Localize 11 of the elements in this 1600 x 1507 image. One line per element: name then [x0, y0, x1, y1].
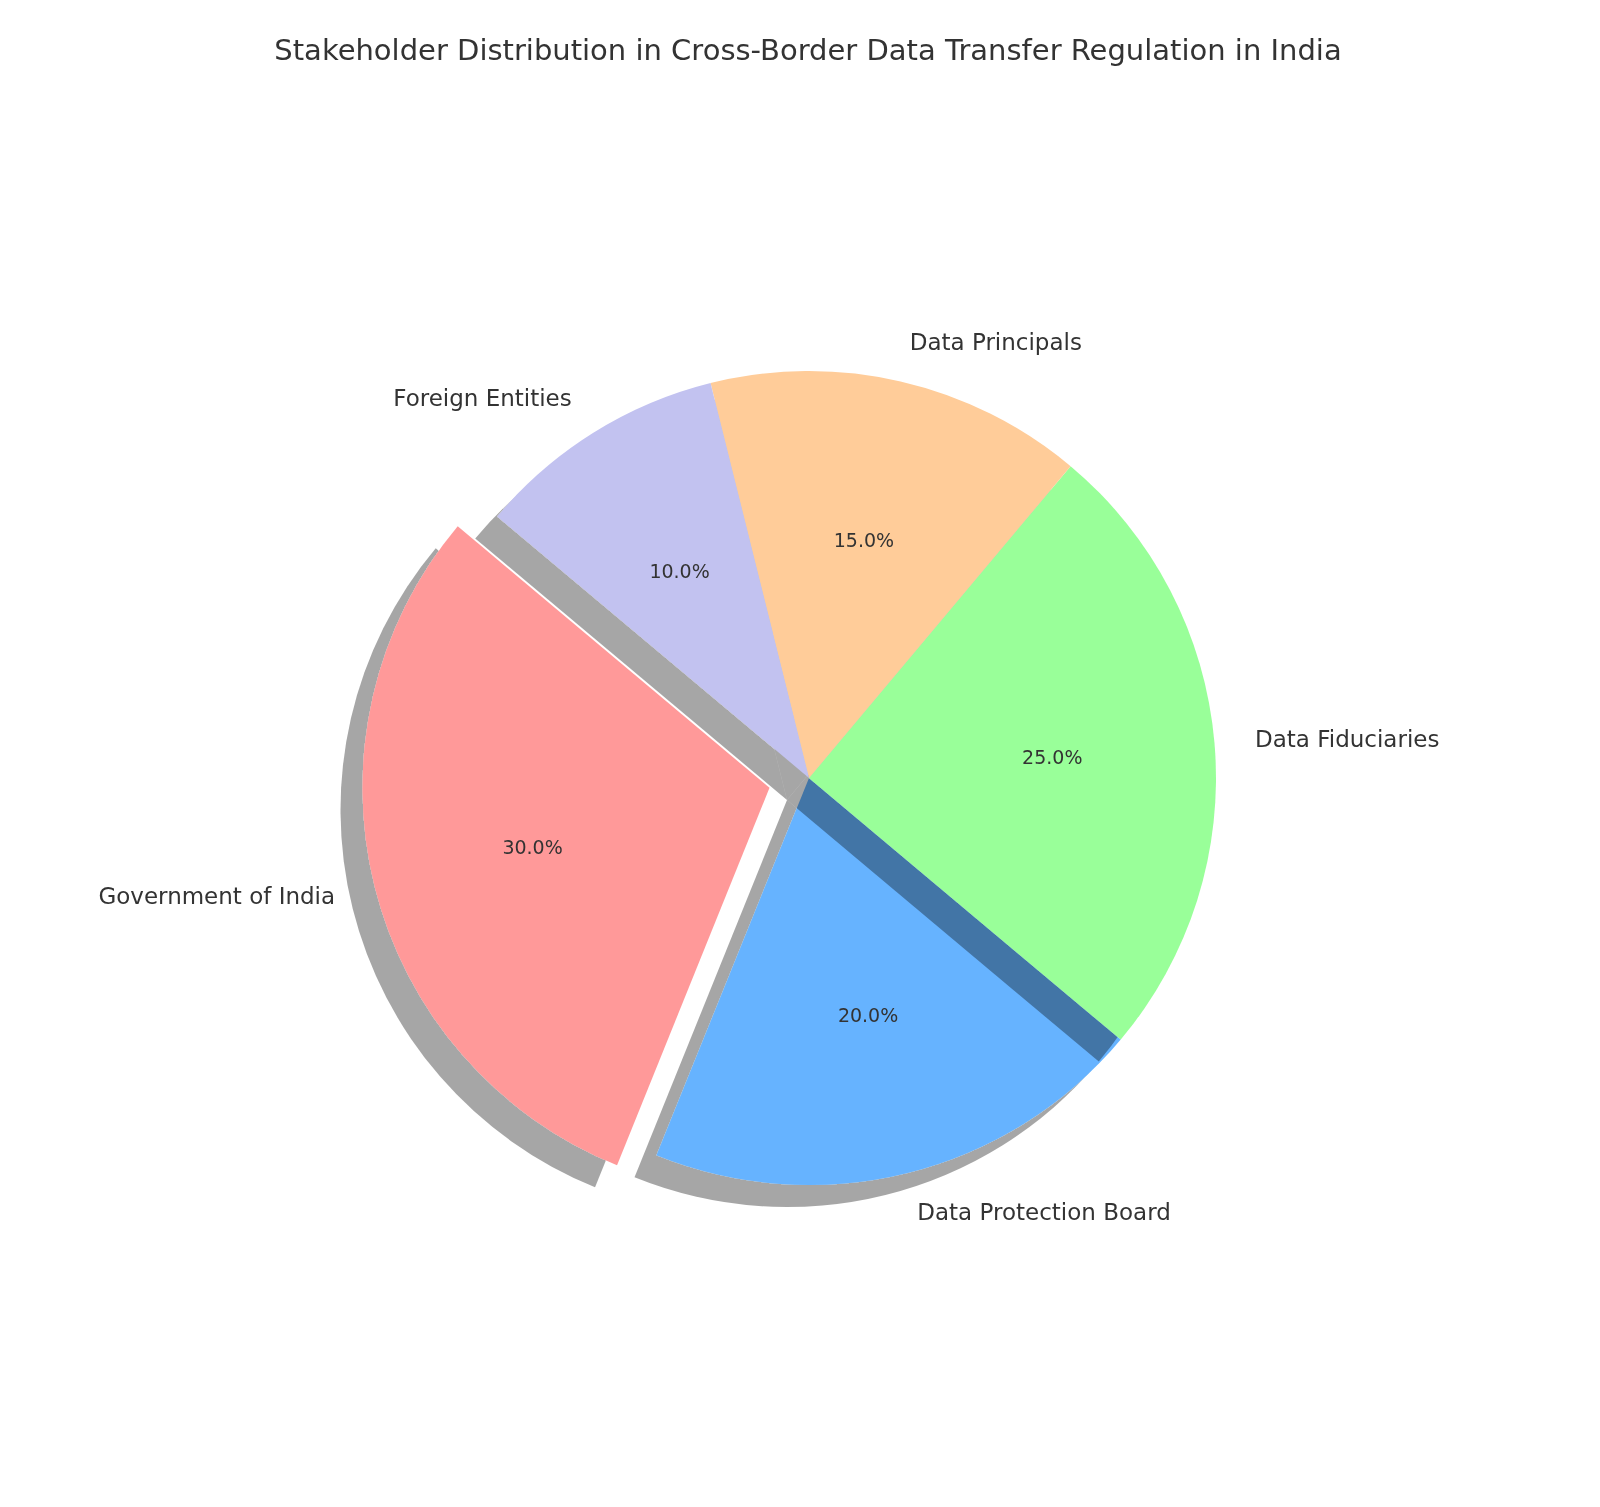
- slice-label: Foreign Entities: [393, 385, 572, 412]
- chart-title: Stakeholder Distribution in Cross-Border Data Transfer Regulation in India: [274, 33, 1342, 67]
- slice-label: Data Fiduciaries: [1255, 725, 1440, 752]
- data-label: 15.0%: [833, 529, 895, 552]
- data-label: 30.0%: [502, 835, 563, 858]
- data-label: 10.0%: [649, 559, 710, 582]
- slice-label: Data Protection Board: [917, 1199, 1171, 1226]
- data-label: 25.0%: [1022, 745, 1083, 768]
- slice-label: Government of India: [98, 883, 336, 910]
- data-label: 20.0%: [837, 1003, 899, 1026]
- slice-label: Data Principals: [909, 328, 1082, 355]
